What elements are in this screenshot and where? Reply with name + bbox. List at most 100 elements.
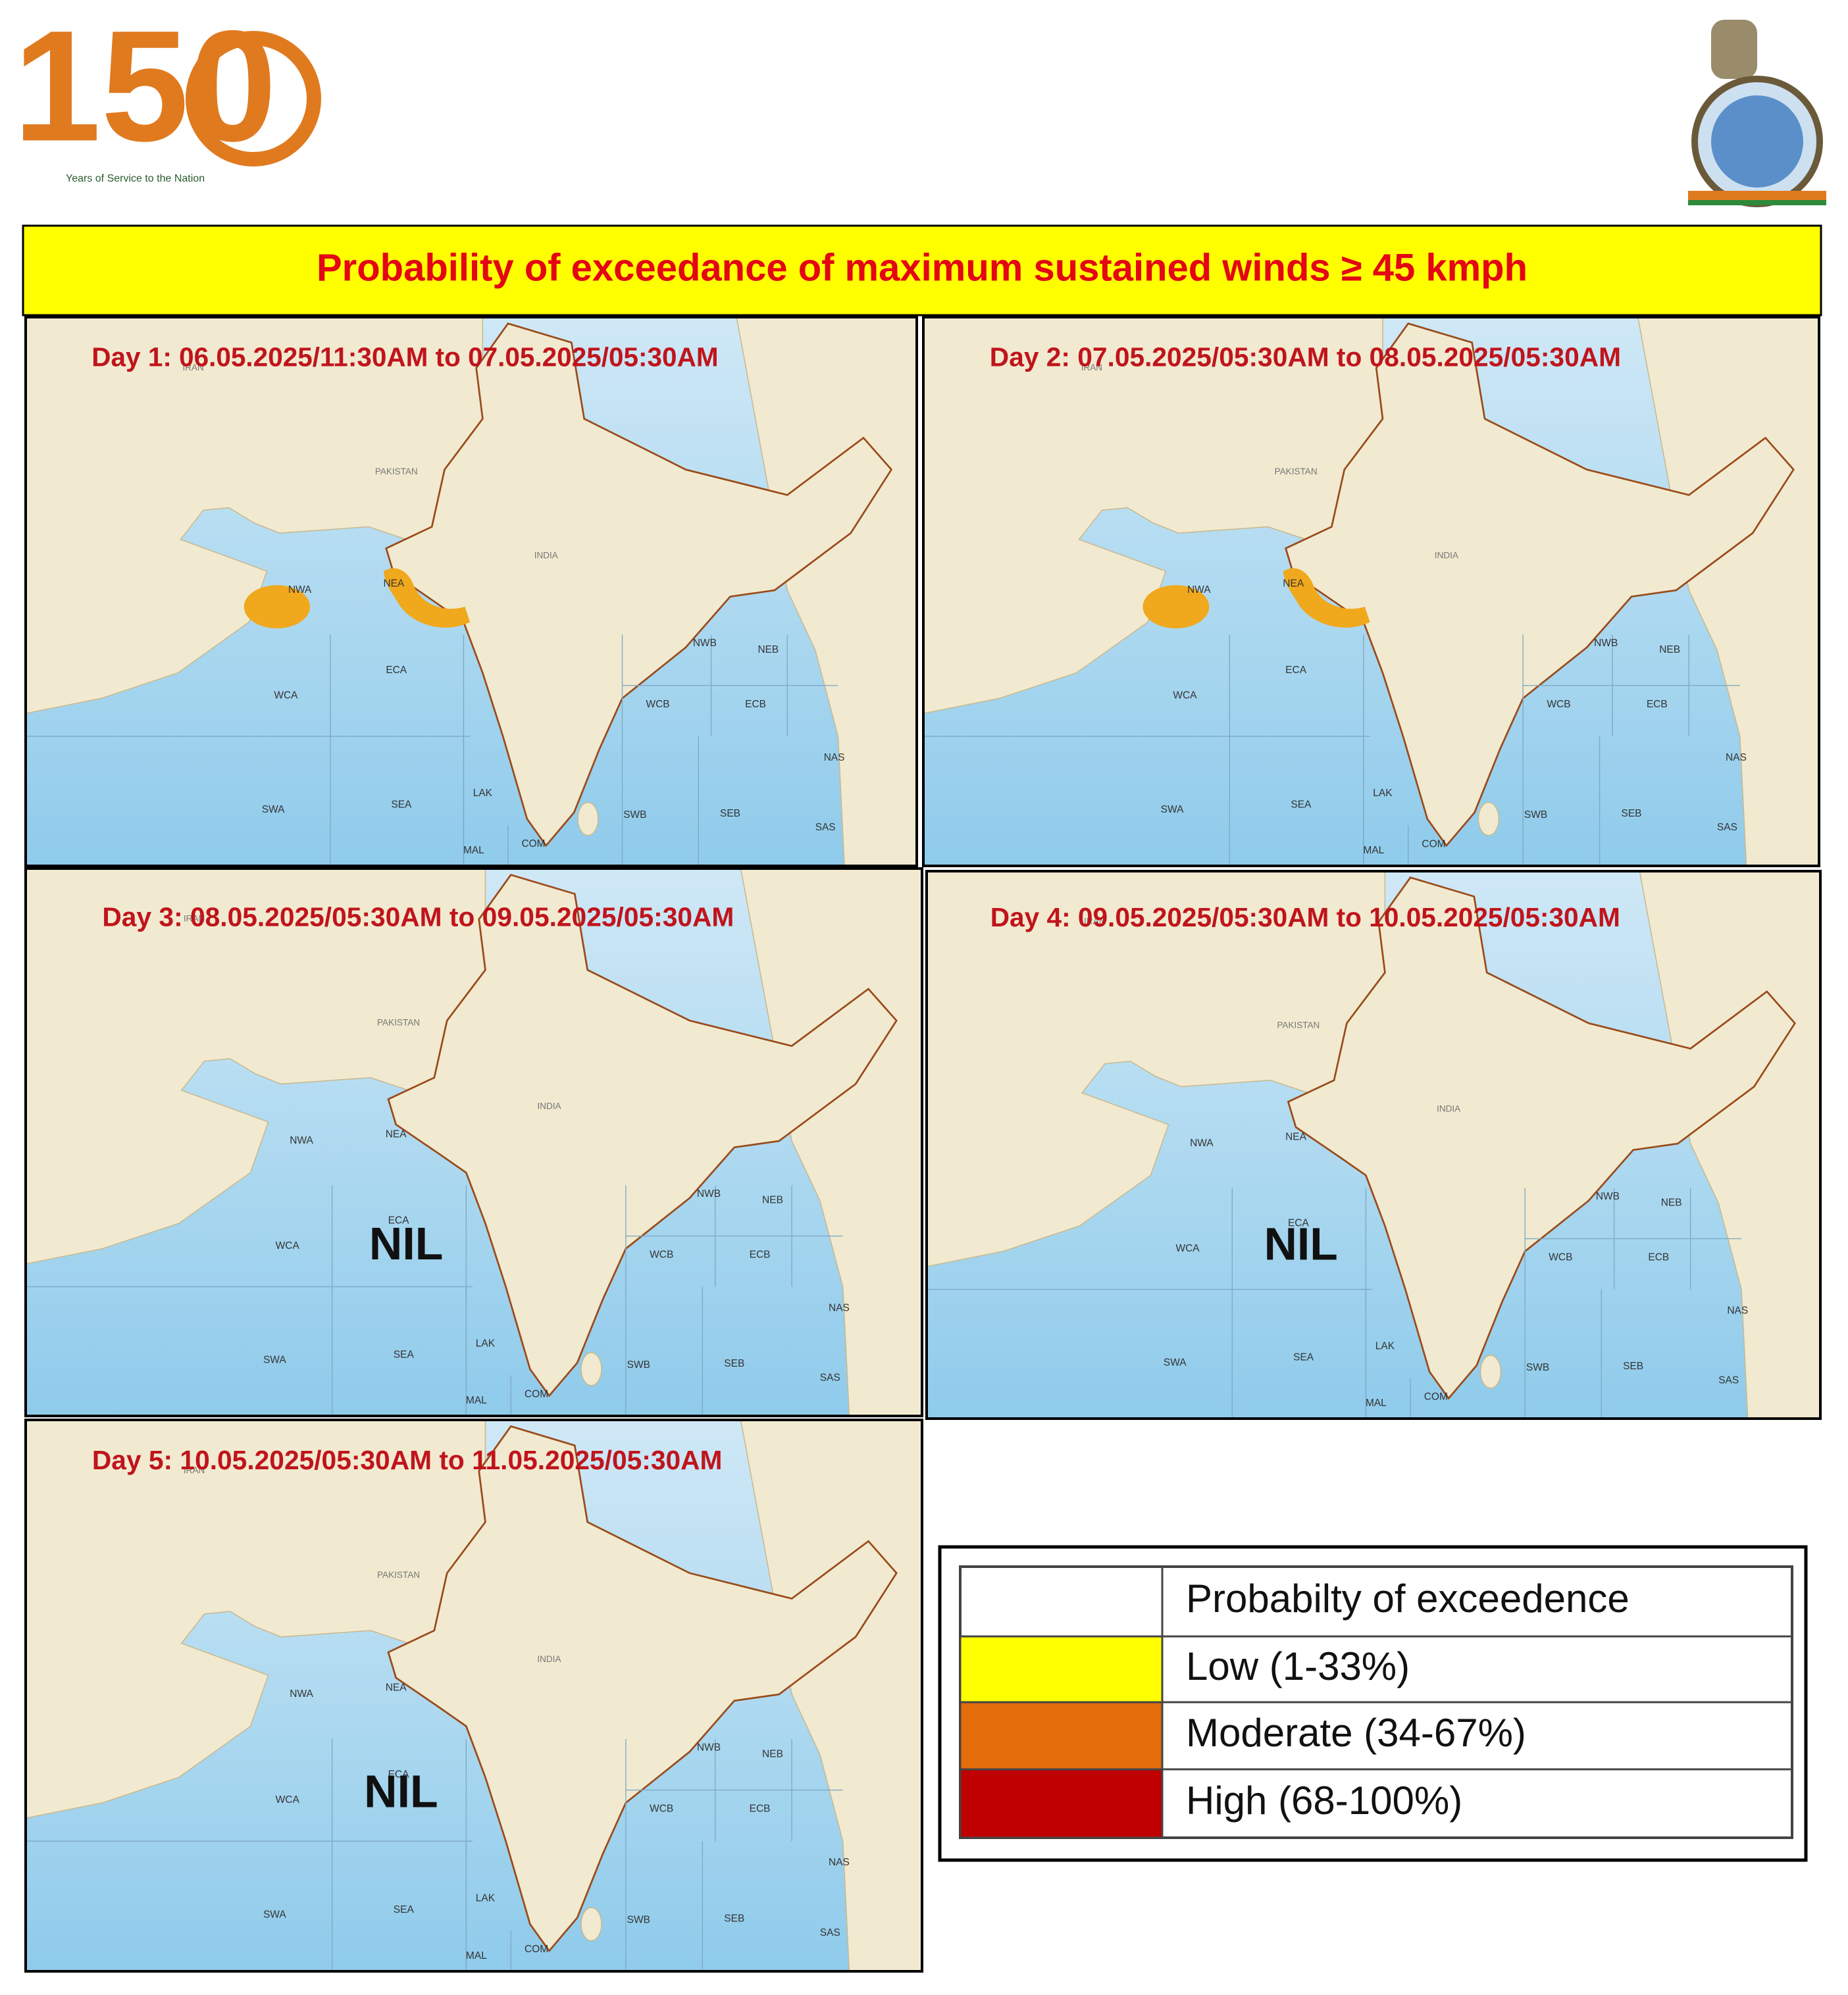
map-panel: IRAN PAKISTAN INDIA NWA NEA ECA WCA SWA SEA LAK MA… bbox=[925, 870, 1822, 1420]
zone-label: SEB bbox=[724, 1358, 744, 1369]
india-outline bbox=[387, 874, 898, 1398]
zone-label: NEA bbox=[383, 578, 404, 589]
india-outline bbox=[1284, 322, 1795, 847]
zone-label: COM bbox=[1422, 838, 1445, 849]
zone-label: MAL bbox=[1363, 845, 1384, 856]
panel-frame bbox=[922, 316, 1820, 867]
panel-label: Day 2: 07.05.2025/05:30AM to 08.05.2025/… bbox=[990, 341, 1621, 372]
zone-label: LAK bbox=[1373, 788, 1393, 799]
india-outline bbox=[385, 322, 893, 847]
zone-label: SAS bbox=[1717, 822, 1737, 833]
legend-label: Low (1-33%) bbox=[1186, 1644, 1410, 1688]
zone-label: WCA bbox=[276, 1240, 300, 1251]
logo-tagline: Years of Service to the Nation bbox=[66, 173, 205, 184]
country-label: PAKISTAN bbox=[375, 467, 418, 476]
zone-label: SWB bbox=[627, 1359, 650, 1371]
zone-label: SWA bbox=[1164, 1357, 1187, 1368]
zone-label: SWB bbox=[1524, 809, 1547, 821]
zone-label: SWB bbox=[627, 1915, 650, 1926]
country-label: IRAN bbox=[182, 363, 203, 372]
zone-label: NWB bbox=[697, 1188, 721, 1200]
sri-lanka bbox=[1477, 801, 1500, 836]
zone-label: ECB bbox=[1647, 699, 1668, 710]
zone-label: COM bbox=[525, 1388, 548, 1400]
zone-label: WCB bbox=[650, 1804, 673, 1815]
zone-label: NAS bbox=[829, 1857, 850, 1868]
title: Probability of exceedance of maximum sus… bbox=[317, 246, 1527, 289]
sri-lanka bbox=[580, 1907, 602, 1942]
zone-label: WCA bbox=[1173, 690, 1197, 701]
zone-label: MAL bbox=[463, 845, 484, 856]
country-label: INDIA bbox=[1435, 551, 1458, 561]
zone-label: MAL bbox=[466, 1395, 487, 1406]
panel-note: NIL bbox=[369, 1218, 444, 1269]
zone-label: SEB bbox=[724, 1913, 744, 1925]
country-label: PAKISTAN bbox=[1277, 1021, 1320, 1030]
zone-label: SAS bbox=[820, 1927, 840, 1938]
emblem bbox=[1688, 20, 1826, 207]
zone-label: SEA bbox=[1293, 1352, 1314, 1363]
zone-label: NEA bbox=[1283, 578, 1304, 590]
zone-label: ECA bbox=[388, 1215, 410, 1226]
map: IRAN PAKISTAN INDIA NWA NEA ECA WCA SWA SEA LAK MA… bbox=[923, 317, 1820, 867]
panel-label: Day 5: 10.05.2025/05:30AM to 11.05.2025/… bbox=[92, 1445, 723, 1475]
zone-label: NAS bbox=[829, 1302, 850, 1313]
zone-label: WCB bbox=[1547, 699, 1570, 710]
zone-label: WCA bbox=[274, 690, 298, 701]
zone-label: ECB bbox=[1648, 1252, 1669, 1263]
zone-label: LAK bbox=[476, 1338, 496, 1349]
panel-note: NIL bbox=[1264, 1218, 1338, 1269]
zone-label: NWB bbox=[697, 1742, 721, 1754]
country-label: PAKISTAN bbox=[377, 1018, 420, 1028]
country-label: PAKISTAN bbox=[377, 1570, 420, 1580]
zone-label: ECA bbox=[388, 1769, 410, 1780]
zone-label: COM bbox=[522, 838, 546, 849]
map-panel: IRAN PAKISTAN INDIA NWA NEA ECA WCA SWA SEA LAK MA… bbox=[24, 867, 923, 1417]
zone-label: SEA bbox=[394, 1350, 415, 1361]
country-label: INDIA bbox=[534, 551, 558, 561]
zone-label: NWB bbox=[693, 638, 717, 649]
panel-note: NIL bbox=[364, 1766, 438, 1817]
legend-swatch bbox=[959, 1701, 1164, 1771]
zone-label: NWB bbox=[1594, 638, 1618, 649]
zone-label: SEA bbox=[391, 799, 412, 810]
zone-label: WCB bbox=[650, 1250, 673, 1261]
map: IRAN PAKISTAN INDIA NWA NEA ECA WCA SWA SEA LAK MA… bbox=[26, 869, 923, 1417]
panel-frame bbox=[24, 867, 923, 1417]
zone-label: NAS bbox=[1727, 1305, 1748, 1316]
zone-label: WCA bbox=[1176, 1243, 1200, 1254]
sri-lanka bbox=[577, 801, 599, 836]
zone-label: SWA bbox=[1161, 804, 1184, 815]
panel-label: Day 3: 08.05.2025/05:30AM to 09.05.2025/… bbox=[102, 902, 734, 932]
panel-frame bbox=[24, 1419, 923, 1973]
zone-label: NWA bbox=[290, 1135, 313, 1146]
legend-swatch bbox=[959, 1768, 1164, 1839]
panel-frame bbox=[925, 870, 1822, 1420]
logo-150: 150 Years of Service to the Nation bbox=[13, 0, 321, 184]
zone-label: SWA bbox=[263, 1909, 286, 1921]
zone-label: ECB bbox=[745, 699, 766, 710]
zone-label: MAL bbox=[1366, 1398, 1387, 1409]
zone-label: NEA bbox=[1285, 1132, 1307, 1143]
probability-area bbox=[244, 585, 311, 628]
map: IRAN PAKISTAN INDIA NWA NEA ECA WCA SWA SEA LAK MA… bbox=[927, 871, 1821, 1419]
legend: Probabilty of exceedence Low (1-33%) Moder… bbox=[938, 1545, 1808, 1862]
zone-label: WCA bbox=[276, 1794, 300, 1806]
zone-label: SWA bbox=[262, 804, 285, 815]
zone-label: SAS bbox=[820, 1372, 840, 1383]
map-panel: IRAN PAKISTAN INDIA NWA NEA ECA WCA SWA SEA LAK MA… bbox=[922, 316, 1820, 867]
zone-label: LAK bbox=[476, 1893, 496, 1904]
zone-label: NWA bbox=[290, 1688, 313, 1700]
probability-area bbox=[1142, 585, 1210, 628]
zone-label: ECB bbox=[750, 1250, 771, 1261]
zone-label: WCB bbox=[1549, 1252, 1572, 1263]
zone-label: ECB bbox=[750, 1804, 771, 1815]
zone-label: MAL bbox=[466, 1950, 487, 1961]
sri-lanka bbox=[1479, 1354, 1502, 1389]
zone-label: ECA bbox=[1285, 665, 1307, 676]
country-label: IRAN bbox=[184, 1465, 205, 1475]
country-label: IRAN bbox=[1081, 363, 1102, 372]
map-panel: IRAN PAKISTAN INDIA NWA NEA ECA WCA SWA SEA LAK MA… bbox=[24, 1419, 923, 1973]
zone-label: COM bbox=[525, 1944, 548, 1955]
